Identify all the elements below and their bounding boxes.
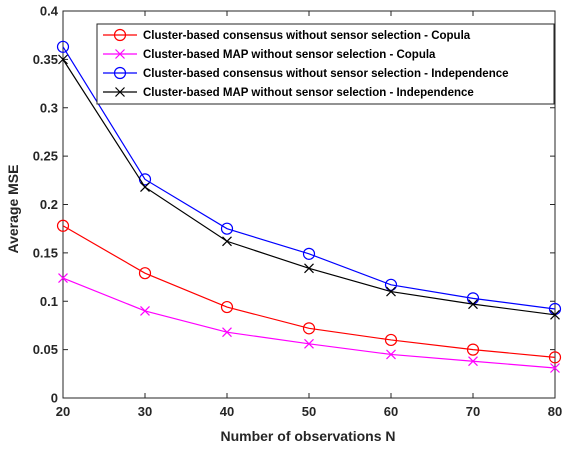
data-point-series-2: [222, 327, 232, 338]
y-tick-label: 0.4: [40, 4, 59, 19]
data-point-series-3: [220, 222, 234, 235]
y-tick-label: 0.25: [33, 149, 58, 164]
x-tick-label: 80: [548, 404, 562, 419]
data-point-series-3: [384, 278, 398, 291]
legend-marker-4: [115, 87, 125, 97]
legend-marker-2: [115, 49, 125, 59]
y-tick-label: 0.15: [33, 245, 58, 260]
data-point-series-4: [58, 54, 68, 65]
data-point-series-4: [550, 309, 560, 320]
data-point-series-3: [56, 40, 70, 53]
legend-marker-1: [113, 28, 127, 42]
x-tick-label: 70: [466, 404, 480, 419]
data-point-series-1: [302, 322, 316, 335]
data-point-series-4: [304, 263, 314, 274]
data-point-series-1: [466, 343, 480, 356]
legend-box: [96, 23, 555, 105]
data-point-series-2: [140, 306, 150, 316]
y-tick-label: 0.3: [40, 100, 58, 115]
legend-label-1: Cluster-based consensus without sensor s…: [143, 30, 471, 42]
legend-label-3: Cluster-based consensus without sensor s…: [143, 68, 509, 80]
plot-area: 20 30 40 50 60 70 80 0 0.05 0.1 0.15 0.2 0.25 0.3 0.35…: [33, 4, 563, 420]
x-tick-label: 50: [302, 404, 316, 419]
x-axis-label: Number of observations N: [220, 428, 395, 444]
data-point-series-4: [468, 299, 478, 310]
y-tick-label: 0.2: [40, 197, 58, 212]
legend-label-4: Cluster-based MAP without sensor selecti…: [143, 87, 474, 99]
x-tick-label: 40: [220, 404, 234, 419]
data-point-series-2: [550, 363, 560, 373]
y-axis-label: Average MSE: [5, 165, 21, 254]
y-tick-label: 0.05: [33, 342, 58, 357]
data-point-series-4: [140, 182, 150, 193]
data-point-series-2: [304, 338, 314, 349]
y-tick-label: 0: [51, 391, 58, 406]
data-point-series-1: [548, 351, 562, 364]
data-point-series-1: [220, 300, 234, 314]
data-point-series-4: [222, 236, 232, 247]
legend-marker-3: [113, 66, 127, 80]
x-tick-label: 30: [138, 404, 152, 419]
x-tick-label: 20: [56, 404, 70, 419]
series-line-3: [62, 46, 556, 310]
y-tick-label: 0.1: [40, 294, 58, 309]
data-point-series-1: [56, 219, 70, 232]
x-tick-label: 60: [384, 404, 398, 419]
data-point-series-1: [384, 333, 398, 347]
data-point-series-2: [58, 273, 68, 283]
y-tick-label: 0.35: [33, 52, 58, 67]
data-point-series-3: [302, 247, 316, 260]
series-line-1: [62, 225, 556, 358]
data-point-series-1: [138, 267, 152, 280]
data-point-series-2: [386, 349, 396, 360]
data-point-series-4: [386, 286, 396, 297]
data-point-series-2: [468, 356, 478, 367]
legend-label-2: Cluster-based MAP without sensor selecti…: [143, 49, 436, 61]
